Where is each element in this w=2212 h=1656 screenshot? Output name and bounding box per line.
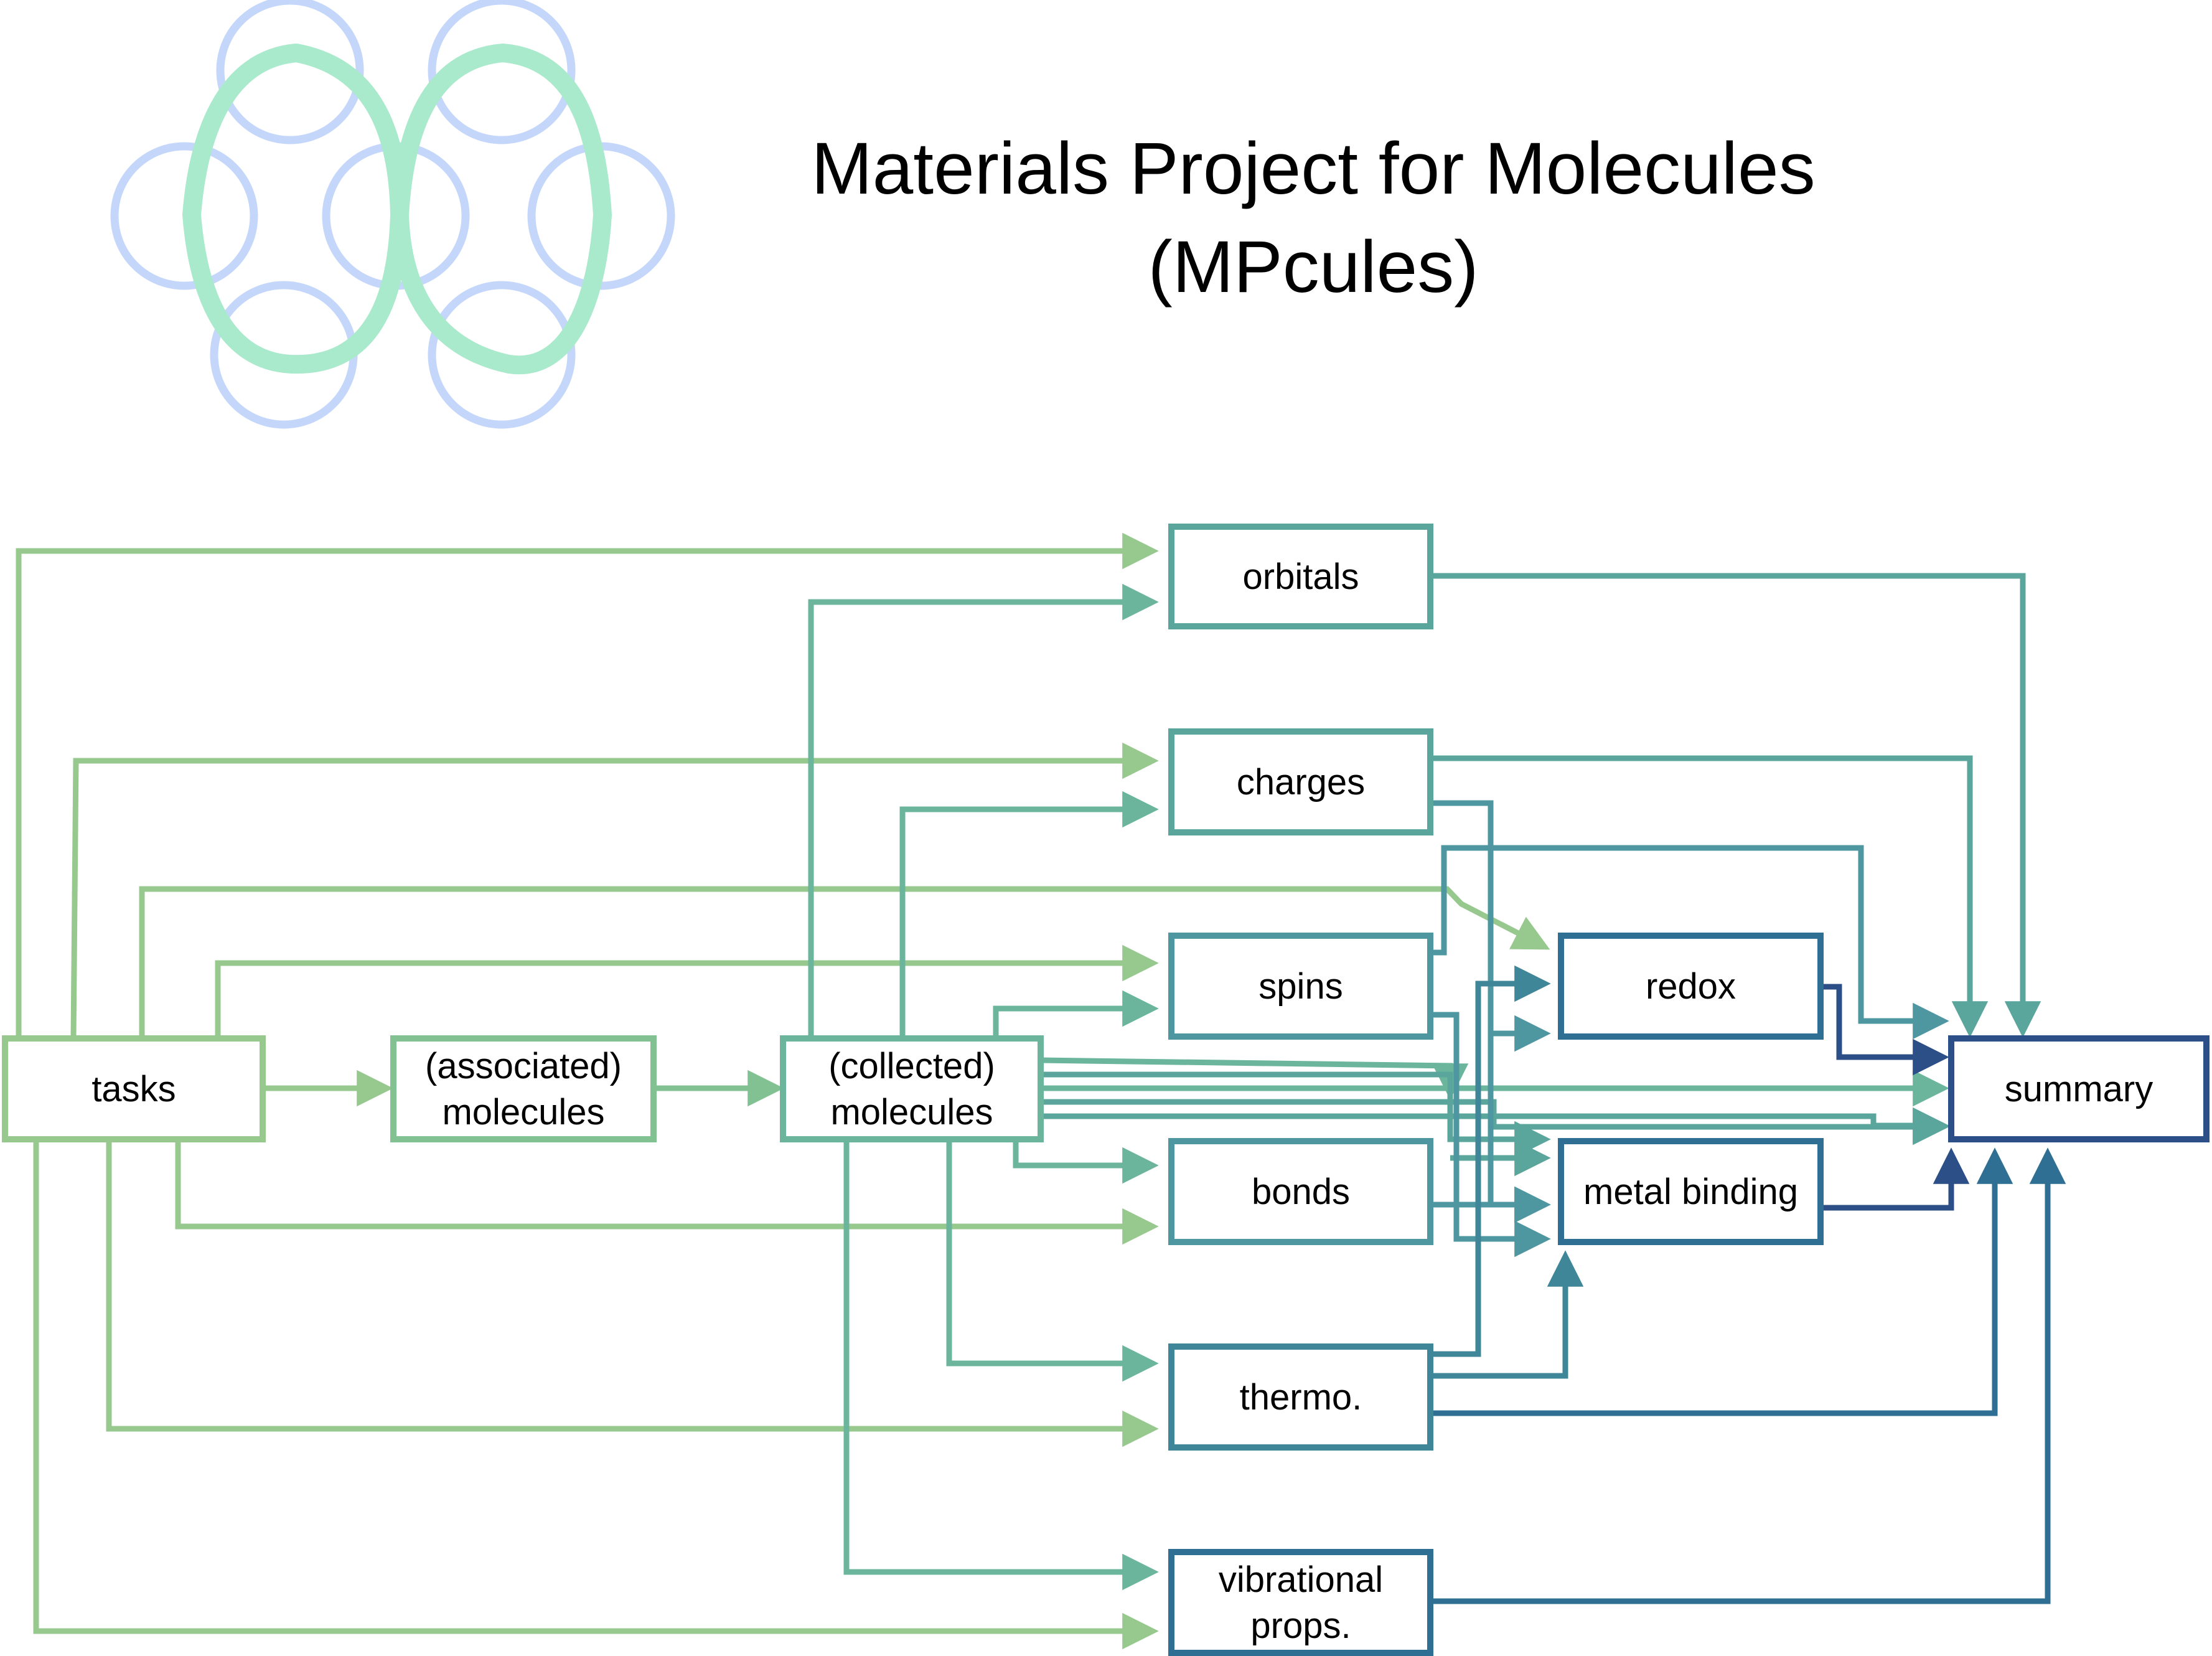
nodes-layer: tasks (associated) molecules (collected) mol… xyxy=(2,524,2210,1656)
vibrational-props-node-label-2: props. xyxy=(1250,1606,1351,1646)
edge-tasks-bonds xyxy=(175,1139,1159,1245)
summary-node-box xyxy=(1948,1035,2210,1142)
diagram-title-line-1: Materials Project for Molecules xyxy=(811,128,1816,210)
logo-ring-3 xyxy=(110,142,258,290)
logo-ribbon xyxy=(182,44,612,375)
edge-tasks-orbitals xyxy=(16,532,1159,1038)
tasks-node: tasks xyxy=(2,1035,266,1142)
edge-charges-summary xyxy=(1430,755,1989,1038)
edge-collected-spins xyxy=(993,990,1159,1038)
associated-molecules-node: (associated) molecules xyxy=(390,1035,657,1142)
edge-redox-summary xyxy=(1821,984,1949,1076)
redox-node-box xyxy=(1558,933,1824,1040)
thermo-node-label-1: thermo. xyxy=(1240,1377,1362,1418)
edge-thermo-summary xyxy=(1430,1147,2013,1416)
edge-spins-summary xyxy=(1430,845,1949,1040)
summary-node-label-1: summary xyxy=(2005,1069,2153,1109)
edge-collected-thermo xyxy=(946,1139,1159,1382)
orbitals-node-box xyxy=(1168,524,1433,629)
associated-molecules-node-label-2: molecules xyxy=(442,1092,604,1132)
edge-vibrational-summary xyxy=(1430,1147,2066,1604)
summary-node: summary xyxy=(1948,1035,2210,1142)
thermo-node: thermo. xyxy=(1168,1343,1433,1451)
edge-thermo-metal xyxy=(1430,1250,1584,1379)
diagram-title-line-2: (MPcules) xyxy=(1148,226,1479,308)
edge-tasks-charges xyxy=(70,742,1159,1039)
metal-binding-node-label-1: metal binding xyxy=(1583,1172,1798,1212)
edge-tasks-vibrational xyxy=(33,1139,1159,1650)
collected-molecules-node-label-2: molecules xyxy=(830,1092,993,1132)
edge-charges-metal xyxy=(1430,800,1551,1223)
associated-molecules-node-box xyxy=(390,1035,657,1142)
logo-ring-7 xyxy=(428,281,576,429)
metal-binding-node: metal binding xyxy=(1558,1138,1824,1245)
edge-collected-charges xyxy=(899,791,1159,1038)
metal-binding-node-box xyxy=(1558,1138,1824,1245)
logo-ring-2 xyxy=(428,0,576,144)
collected-molecules-node-label-1: (collected) xyxy=(828,1046,995,1086)
associated-molecules-node-label-1: (associated) xyxy=(425,1046,622,1086)
edge-thermo-redox xyxy=(1430,965,1551,1357)
edge-tasks-spins xyxy=(215,944,1159,1038)
bonds-node-box xyxy=(1168,1138,1433,1245)
edge-spins-metal xyxy=(1430,1012,1551,1258)
spins-node-label-1: spins xyxy=(1258,966,1343,1007)
vibrational-props-node: vibrational props. xyxy=(1168,1549,1433,1656)
edge-collected-orbitals xyxy=(808,583,1159,1038)
charges-node-box xyxy=(1168,728,1433,835)
edge-collected-bonds xyxy=(1013,1139,1159,1184)
orbitals-node-label-1: orbitals xyxy=(1243,557,1359,597)
bonds-node: bonds xyxy=(1168,1138,1433,1245)
bonds-node-label-1: bonds xyxy=(1252,1172,1350,1212)
edge-orbitals-summary xyxy=(1430,573,2041,1038)
edge-collected-vibrational xyxy=(843,1139,1159,1591)
redox-node: redox xyxy=(1558,933,1824,1040)
thermo-node-box xyxy=(1168,1343,1433,1451)
redox-node-label-1: redox xyxy=(1646,966,1736,1007)
orbitals-node: orbitals xyxy=(1168,524,1433,629)
charges-node: charges xyxy=(1168,728,1433,835)
tasks-node-box xyxy=(2,1035,266,1142)
spins-node: spins xyxy=(1168,933,1433,1040)
collected-molecules-node: (collected) molecules xyxy=(780,1035,1044,1142)
charges-node-label-1: charges xyxy=(1237,762,1365,802)
logo-ring-1 xyxy=(216,0,364,144)
edges-layer xyxy=(16,532,2066,1650)
edge-metal-summary xyxy=(1821,1147,1970,1211)
edge-collected-metal-1 xyxy=(1041,1071,1551,1158)
spins-node-box xyxy=(1168,933,1433,1040)
vibrational-props-node-box xyxy=(1168,1549,1433,1656)
vibrational-props-node-label-1: vibrational xyxy=(1219,1560,1383,1600)
collected-molecules-node-box xyxy=(780,1035,1044,1142)
mpcules-logo xyxy=(110,0,675,429)
tasks-node-label-1: tasks xyxy=(91,1069,176,1109)
edge-tasks-thermo xyxy=(106,1139,1159,1447)
